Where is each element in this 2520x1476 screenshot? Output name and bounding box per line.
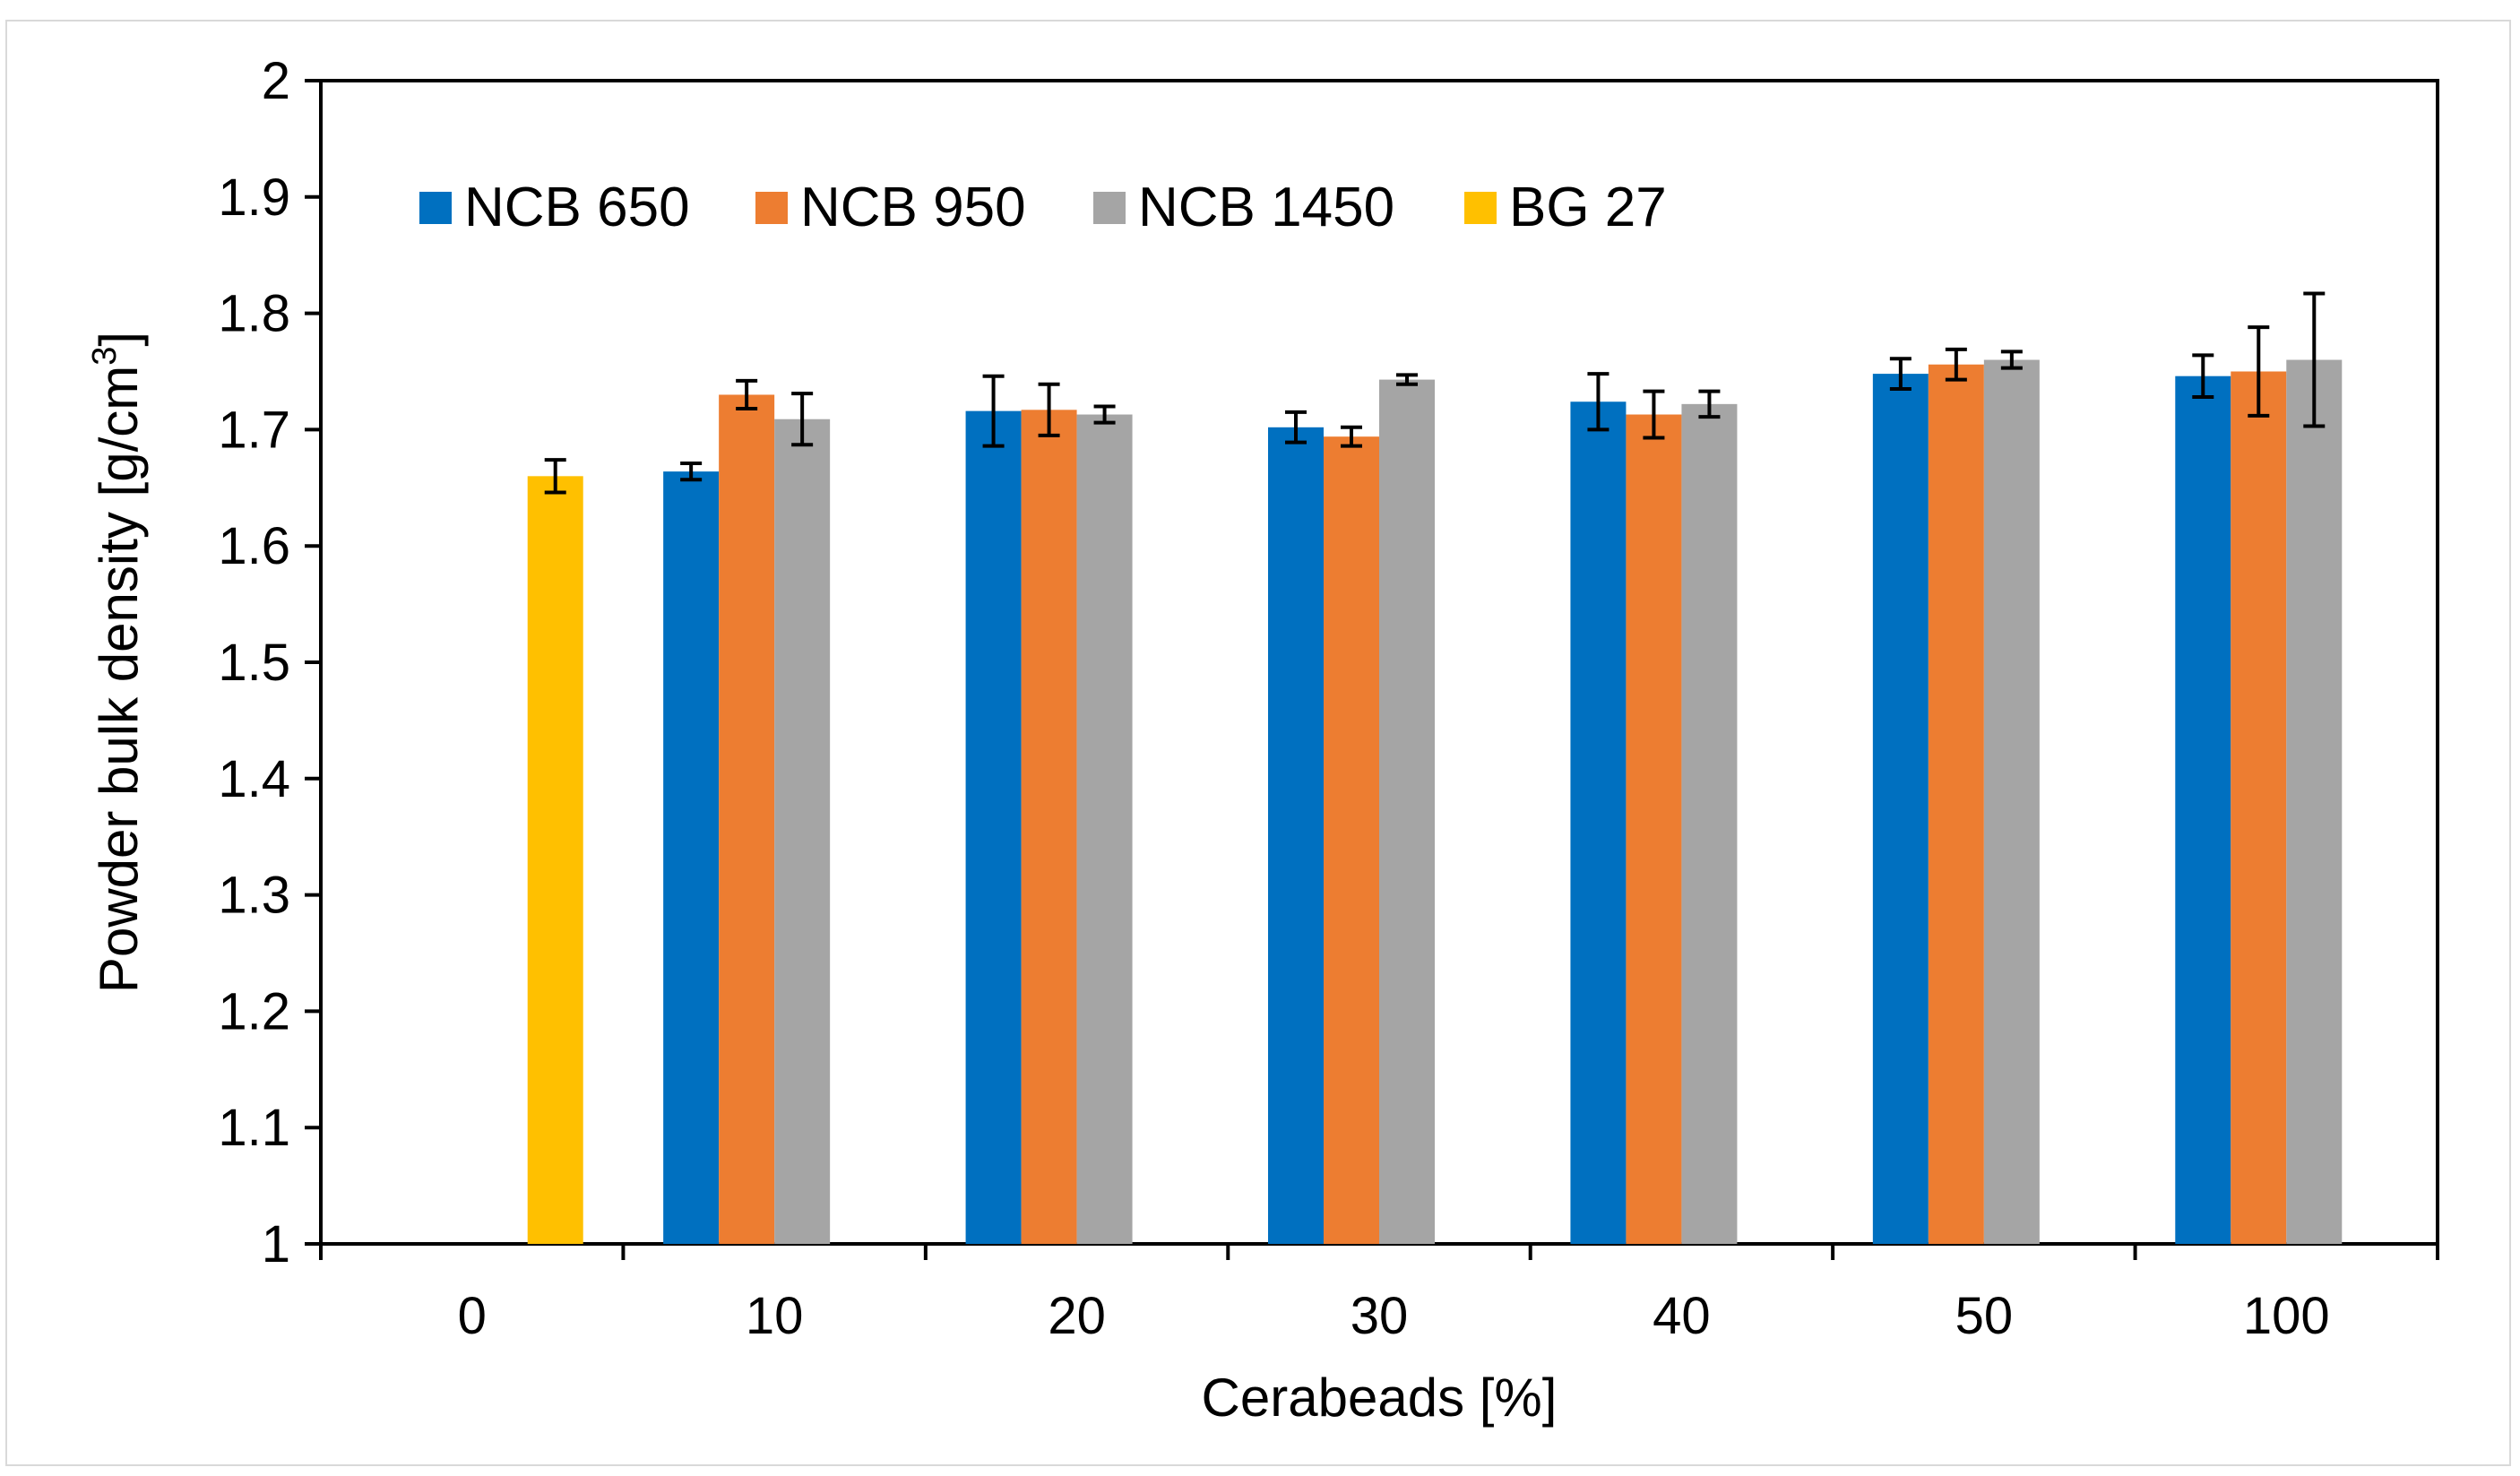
y-axis: 1 1.1 1.2 1.3 1.4 1.5 1.6 1.7 1.8 1.9 2: [218, 52, 321, 1273]
x-tick-label: 20: [1048, 1287, 1106, 1345]
y-tick-label: 1.1: [218, 1099, 290, 1157]
bar: [965, 410, 1022, 1245]
bar: [1983, 359, 2040, 1244]
y-tick-label: 1.6: [218, 517, 290, 575]
y-axis-title: Powder bulk density [g/cm3]: [86, 332, 149, 993]
y-tick-label: 1: [262, 1215, 290, 1273]
bar: [1021, 410, 1077, 1245]
bar: [527, 476, 583, 1244]
legend-swatch: [1464, 192, 1497, 224]
y-tick-label: 2: [262, 52, 290, 110]
legend-label: NCB 650: [464, 177, 690, 238]
x-tick-label: 0: [458, 1287, 487, 1345]
y-tick-label: 1.3: [218, 867, 290, 925]
bar-chart: 1 1.1 1.2 1.3 1.4 1.5 1.6 1.7 1.8 1.9 2 0 10 20 30 40 5…: [86, 52, 2439, 1428]
legend-label: BG 27: [1509, 177, 1667, 238]
y-tick-label: 1.5: [218, 634, 290, 692]
bar: [1681, 403, 1738, 1244]
y-axis-title-end: ]: [89, 332, 149, 347]
legend-label: NCB 950: [800, 177, 1026, 238]
bar: [1570, 401, 1627, 1244]
x-tick-label: 100: [2243, 1287, 2330, 1345]
chart-frame: 1 1.1 1.2 1.3 1.4 1.5 1.6 1.7 1.8 1.9 2 0 10 20 30 40 5…: [5, 20, 2511, 1466]
y-axis-title-main: Powder bulk density [g/cm: [89, 366, 149, 993]
legend: NCB 650 NCB 950 NCB 1450 BG 27: [419, 177, 1667, 238]
legend-label: NCB 1450: [1138, 177, 1394, 238]
bar: [719, 394, 775, 1245]
legend-swatch: [1093, 192, 1126, 224]
bar: [774, 419, 831, 1244]
bar: [1268, 427, 1324, 1245]
legend-swatch: [755, 192, 788, 224]
y-tick-label: 1.4: [218, 750, 290, 808]
bar: [1626, 414, 1682, 1244]
bar: [2286, 359, 2343, 1244]
bar: [2175, 375, 2231, 1244]
bar: [1324, 436, 1379, 1244]
y-tick-label: 1.2: [218, 982, 290, 1040]
y-axis-title-superscript: 3: [86, 347, 124, 366]
bar: [2231, 371, 2287, 1244]
bar: [1928, 364, 1984, 1244]
bar: [663, 471, 720, 1244]
error-bars: [544, 291, 2326, 495]
x-tick-label: 10: [746, 1287, 804, 1345]
bar: [1379, 379, 1435, 1244]
x-axis: 0 10 20 30 40 50 100: [319, 1244, 2439, 1345]
x-tick-label: 30: [1351, 1287, 1409, 1345]
x-tick-label: 50: [1955, 1287, 2014, 1345]
y-tick-label: 1.8: [218, 285, 290, 343]
bar-series: [527, 359, 2343, 1245]
x-tick-label: 40: [1653, 1287, 1711, 1345]
bar: [1076, 414, 1133, 1244]
legend-swatch: [419, 192, 452, 224]
x-axis-title: Cerabeads [%]: [1202, 1368, 1558, 1428]
y-tick-label: 1.9: [218, 168, 290, 227]
y-tick-label: 1.7: [218, 401, 290, 459]
bar: [1872, 374, 1929, 1244]
